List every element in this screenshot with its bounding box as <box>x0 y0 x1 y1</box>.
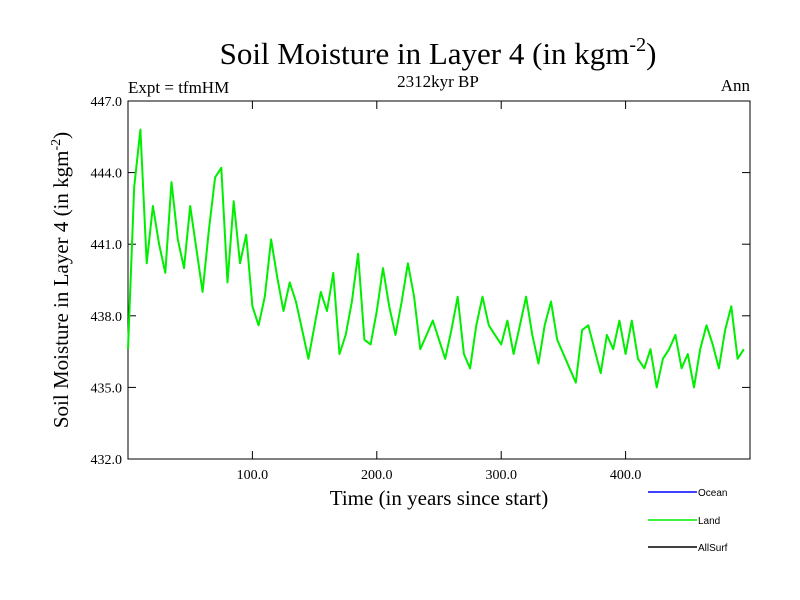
y-axis-ticks: 432.0 435.0 438.0 441.0 444.0 447.0 <box>91 95 750 468</box>
y-axis-label-sup: -2 <box>49 139 64 151</box>
experiment-label: Expt = tfmHM <box>128 78 229 97</box>
season-label: Ann <box>721 76 751 95</box>
legend-label-ocean: Ocean <box>698 488 727 499</box>
chart-title-sup: -2 <box>629 34 646 56</box>
y-axis-label-close: ) <box>49 132 73 139</box>
y-tick-label: 438.0 <box>91 310 123 325</box>
legend: Ocean Land AllSurf <box>648 488 728 554</box>
y-tick-label: 441.0 <box>91 238 123 253</box>
x-tick-label: 300.0 <box>485 468 517 483</box>
chart-title: Soil Moisture in Layer 4 (in kgm-2) <box>220 34 657 71</box>
y-tick-label: 435.0 <box>91 381 123 396</box>
x-axis-ticks: 100.0 200.0 300.0 400.0 <box>237 101 642 483</box>
chart-subtitle: 2312kyr BP <box>397 72 479 91</box>
y-axis-label-main: Soil Moisture in Layer 4 (in kgm <box>49 151 73 429</box>
x-tick-label: 100.0 <box>237 468 269 483</box>
legend-label-allsurf: AllSurf <box>698 543 728 554</box>
y-tick-label: 444.0 <box>91 167 123 182</box>
plot-frame <box>127 100 751 460</box>
y-tick-label: 432.0 <box>91 453 123 468</box>
y-axis-label: Soil Moisture in Layer 4 (in kgm-2) <box>49 132 73 428</box>
legend-label-land: Land <box>698 516 720 527</box>
series-line-land <box>127 128 745 389</box>
x-tick-label: 200.0 <box>361 468 393 483</box>
x-axis-label: Time (in years since start) <box>330 486 549 510</box>
x-tick-label: 400.0 <box>610 468 642 483</box>
chart-title-close: ) <box>646 36 656 71</box>
y-tick-label: 447.0 <box>91 95 123 110</box>
chart-title-main: Soil Moisture in Layer 4 (in kgm <box>220 36 630 71</box>
